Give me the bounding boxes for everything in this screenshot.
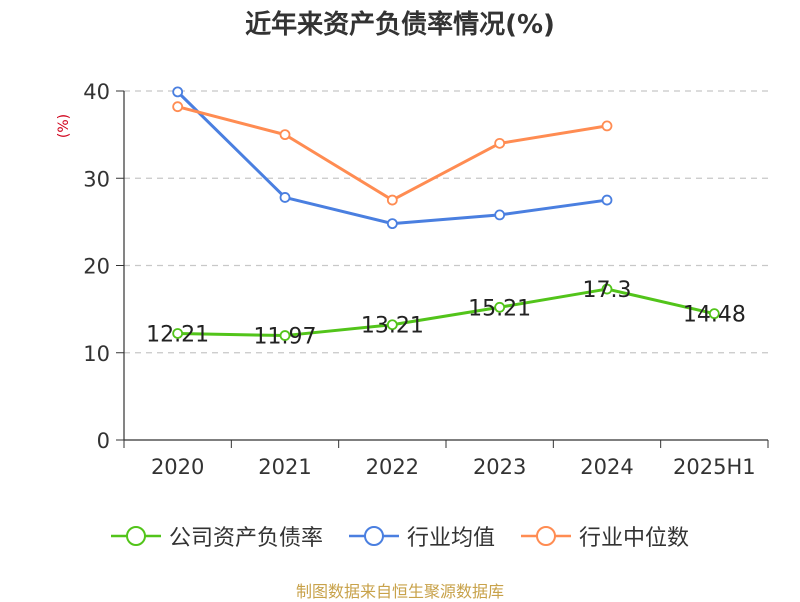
legend: 公司资产负债率 行业均值 行业中位数: [0, 520, 800, 552]
data-point: [494, 137, 506, 149]
data-point: [279, 129, 291, 141]
data-point: [279, 192, 291, 203]
legend-item: 公司资产负债率: [110, 520, 323, 552]
y-tick-label: 10: [83, 342, 110, 366]
x-tick-label: 2024: [580, 455, 633, 479]
data-point: [601, 194, 613, 206]
data-point: [172, 101, 184, 113]
y-tick-label: 30: [83, 167, 110, 191]
legend-label: 公司资产负债率: [168, 526, 323, 551]
legend-swatch: [521, 526, 571, 546]
data-point: [494, 301, 506, 313]
y-tick-label: 20: [83, 255, 110, 279]
data-label: 13.21: [361, 314, 424, 339]
x-tick-label: 2025H1: [673, 455, 756, 479]
data-label: 15.21: [468, 296, 531, 321]
data-point: [601, 120, 613, 132]
data-label: 11.97: [254, 325, 317, 350]
data-point: [601, 283, 613, 295]
legend-label: 行业中位数: [579, 526, 690, 551]
series-line: [177, 287, 715, 338]
x-tick-label: 2022: [366, 455, 419, 479]
data-point: [386, 218, 398, 230]
y-tick-label: 40: [83, 80, 110, 104]
data-point: [386, 194, 398, 206]
y-axis-label: (%): [56, 114, 72, 138]
x-tick-label: 2023: [473, 455, 526, 479]
legend-swatch: [110, 526, 161, 546]
data-point: [708, 308, 720, 320]
data-point: [172, 86, 184, 98]
legend-item: 行业中位数: [521, 520, 689, 552]
y-tick-label: 0: [97, 429, 110, 453]
data-point: [494, 209, 506, 221]
data-label: 17.3: [583, 278, 632, 303]
legend-item: 行业均值: [348, 520, 495, 552]
source-note: 制图数据来自恒生聚源数据库: [295, 582, 504, 601]
legend-label: 行业均值: [406, 526, 495, 551]
chart-title: 近年来资产负债率情况(%): [245, 10, 555, 40]
data-label: 12.21: [146, 322, 209, 347]
legend-swatch: [348, 526, 399, 546]
data-label: 14.48: [683, 303, 746, 328]
x-tick-label: 2020: [151, 455, 204, 479]
data-point: [172, 328, 184, 339]
data-point: [279, 330, 291, 341]
data-point: [386, 319, 398, 331]
x-tick-label: 2021: [258, 455, 311, 479]
